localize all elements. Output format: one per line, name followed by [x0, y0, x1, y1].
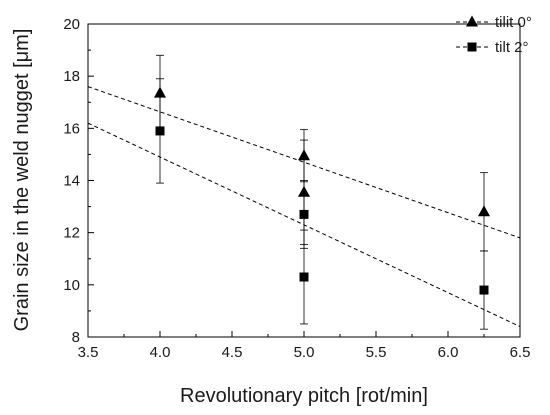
- x-axis-label: Revolutionary pitch [rot/min]: [180, 385, 428, 407]
- y-tick-label: 8: [72, 329, 80, 346]
- data-point: [478, 205, 490, 217]
- data-point: [298, 149, 310, 161]
- x-tick-label: 5.5: [366, 344, 387, 361]
- x-tick-label: 5.0: [294, 344, 315, 361]
- y-tick-label: 14: [63, 173, 80, 190]
- data-point: [155, 126, 165, 136]
- data-point: [299, 272, 309, 282]
- data-point: [298, 185, 310, 197]
- x-tick-label: 3.5: [78, 344, 99, 361]
- legend-marker: [466, 15, 478, 27]
- data-point: [154, 86, 166, 98]
- trend-line: [87, 86, 521, 239]
- data-point: [299, 209, 309, 219]
- y-tick-label: 18: [63, 68, 80, 85]
- legend-marker: [467, 42, 477, 52]
- x-tick-label: 4.0: [150, 344, 171, 361]
- axis-ticks: 3.5 4.0 4.5 5.0 5.5 6.0 6.5 8 10 12 14 16 18 20: [63, 16, 530, 361]
- y-tick-label: 10: [63, 277, 80, 294]
- x-tick-label: 6.0: [438, 344, 459, 361]
- x-tick-label: 4.5: [222, 344, 243, 361]
- legend-label: tilit 0°: [495, 14, 532, 31]
- y-tick-label: 12: [63, 225, 80, 242]
- y-tick-label: 16: [63, 120, 80, 137]
- y-tick-label: 20: [63, 16, 80, 33]
- data-points: [154, 86, 490, 295]
- y-axis-label: Grain size in the weld nugget [μm]: [11, 29, 33, 332]
- data-point: [479, 285, 489, 295]
- legend: tilit 0° tilt 2°: [456, 14, 532, 56]
- legend-label: tilt 2°: [495, 39, 529, 56]
- x-tick-label: 6.5: [510, 344, 531, 361]
